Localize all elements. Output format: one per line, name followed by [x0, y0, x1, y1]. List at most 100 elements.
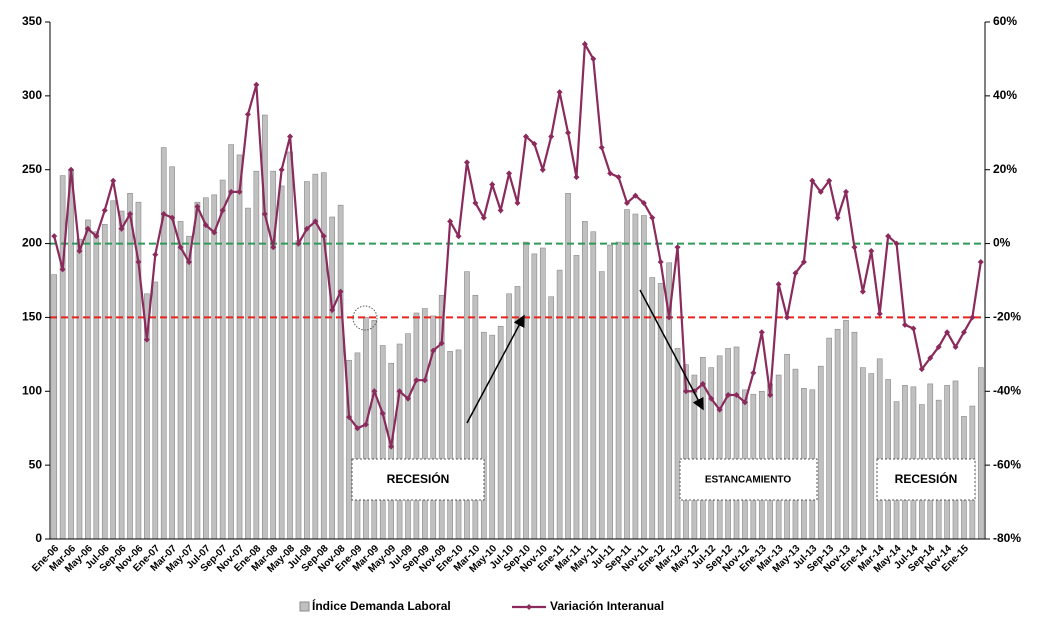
line-marker: [640, 199, 647, 206]
bar: [523, 241, 529, 540]
line-marker: [674, 244, 681, 251]
bar: [253, 170, 260, 540]
bar: [422, 308, 428, 540]
line-marker: [725, 391, 732, 398]
line-marker: [261, 211, 268, 218]
line-marker: [101, 207, 108, 214]
line-marker: [834, 214, 841, 221]
bar: [388, 362, 394, 540]
line-marker: [371, 388, 378, 395]
bar: [68, 169, 74, 540]
bar: [354, 352, 361, 540]
y-tick-label: 200: [22, 236, 42, 250]
line-marker: [581, 41, 588, 48]
bar: [624, 209, 630, 540]
bar: [472, 294, 479, 540]
y-tick-label: 50: [29, 457, 43, 471]
bar: [413, 312, 420, 540]
line-marker: [565, 129, 572, 136]
line-marker: [682, 388, 689, 395]
annotation: RECESIÓN: [387, 471, 450, 486]
bar: [337, 204, 344, 540]
bar: [716, 355, 723, 540]
line-marker: [876, 310, 883, 317]
line-marker: [733, 391, 740, 398]
y-tick-label: 0: [35, 531, 42, 545]
bar: [632, 213, 639, 540]
bar: [817, 365, 824, 540]
line-marker: [514, 199, 521, 206]
bar: [312, 173, 319, 540]
bar: [59, 175, 66, 540]
line-marker: [901, 321, 908, 328]
line-marker: [278, 166, 285, 173]
bar: [598, 271, 605, 540]
line-marker: [868, 247, 875, 254]
bar: [590, 231, 597, 540]
legend-swatch: [526, 604, 532, 610]
bar: [304, 181, 310, 540]
line-marker: [253, 81, 260, 88]
bar: [657, 283, 664, 540]
bar: [480, 331, 487, 540]
bar: [868, 373, 875, 540]
line-marker: [800, 259, 807, 266]
y2-tick-label: -80%: [993, 531, 1021, 545]
y2-tick-label: 0%: [993, 236, 1011, 250]
line-marker: [421, 377, 428, 384]
bar: [860, 367, 866, 540]
bar: [396, 343, 403, 540]
line-marker: [379, 410, 386, 417]
bar: [851, 331, 858, 540]
line-marker: [708, 395, 715, 402]
line-marker: [430, 347, 437, 354]
bar: [641, 215, 647, 540]
bar: [160, 147, 167, 540]
line-marker: [918, 366, 925, 373]
line-marker: [404, 395, 411, 402]
line-marker: [531, 140, 538, 147]
bar: [455, 349, 462, 540]
line-marker: [236, 188, 243, 195]
line-marker: [135, 259, 142, 266]
legend-label: Índice Demanda Laboral: [312, 598, 451, 613]
bar: [784, 354, 790, 540]
line-marker: [329, 307, 336, 314]
bar: [607, 244, 613, 540]
bar: [876, 358, 883, 540]
line-marker: [194, 203, 201, 210]
line-marker: [143, 336, 150, 343]
bar: [320, 172, 327, 540]
line-marker: [666, 314, 673, 321]
bar: [539, 247, 546, 540]
line-marker: [539, 166, 546, 173]
bar: [245, 207, 251, 540]
line-marker: [632, 192, 639, 199]
line-marker: [792, 270, 799, 277]
bar: [295, 240, 302, 540]
bar: [186, 235, 192, 540]
line-marker: [320, 233, 327, 240]
bar: [725, 348, 731, 540]
line-marker: [497, 207, 504, 214]
line-marker: [303, 225, 310, 232]
line-marker: [843, 188, 850, 195]
y2-tick-label: -40%: [993, 383, 1021, 397]
bar: [101, 224, 108, 540]
legend-swatch: [299, 601, 310, 612]
bar: [76, 238, 83, 540]
line-marker: [607, 170, 614, 177]
annotation-box: [876, 458, 976, 501]
line-marker: [337, 288, 344, 295]
line-marker: [817, 188, 824, 195]
y2-tick-label: 20%: [993, 162, 1017, 176]
y-tick-label: 100: [22, 383, 42, 397]
y-tick-label: 150: [22, 310, 42, 324]
line-marker: [767, 391, 774, 398]
bar: [85, 219, 91, 540]
line-marker: [960, 329, 967, 336]
arrow: [466, 314, 525, 424]
line-marker: [354, 425, 361, 432]
line-marker: [489, 181, 496, 188]
